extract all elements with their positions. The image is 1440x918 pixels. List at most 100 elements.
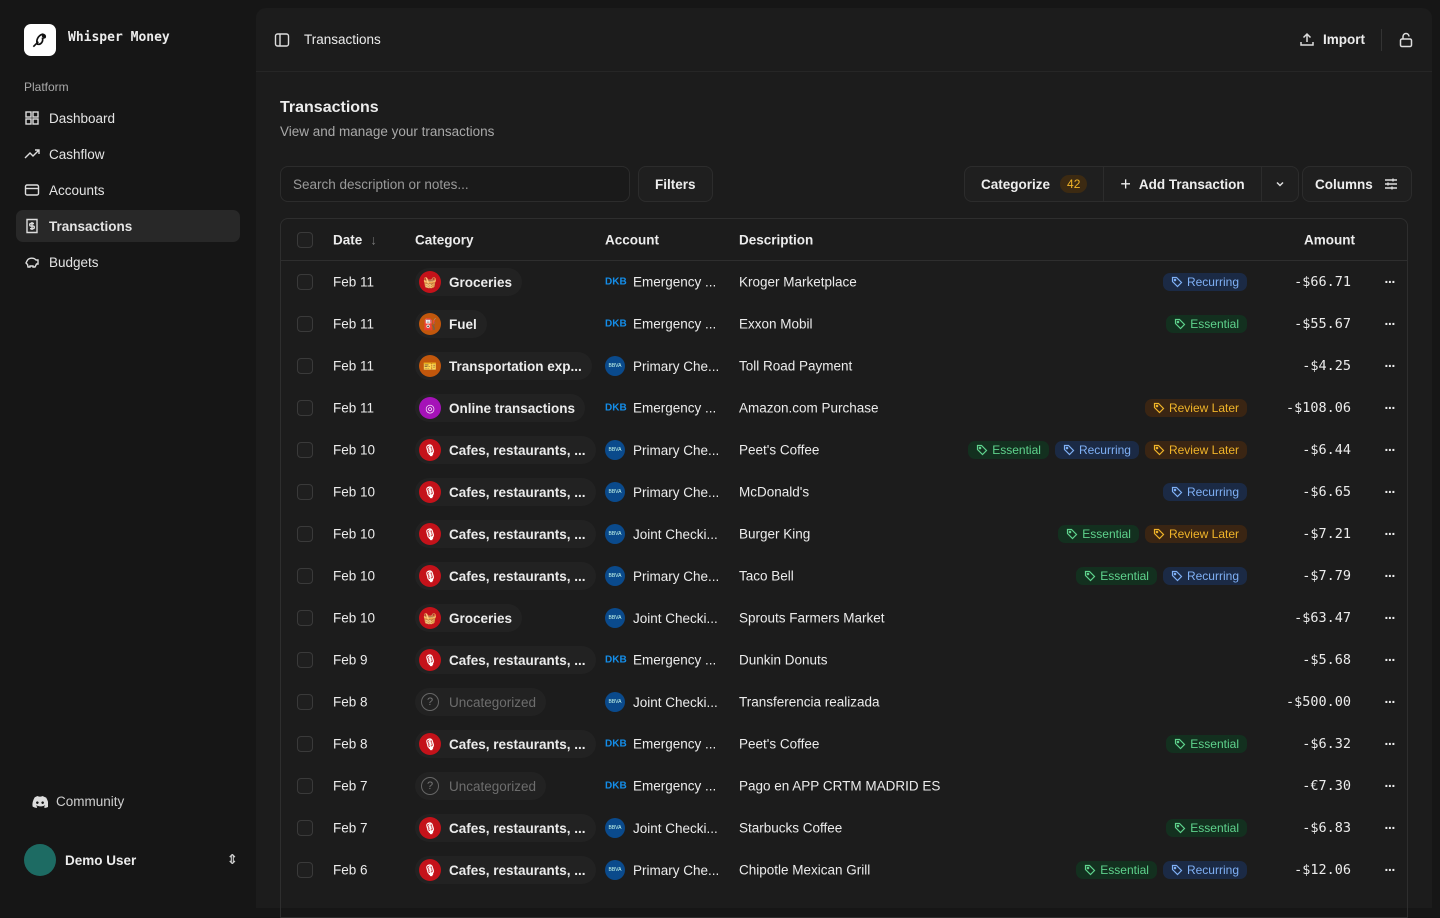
more-actions-icon[interactable]: ··· xyxy=(1384,274,1396,290)
more-actions-icon[interactable]: ··· xyxy=(1384,736,1396,752)
row-checkbox[interactable] xyxy=(297,358,313,374)
column-category[interactable]: Category xyxy=(415,232,474,247)
tag-badge[interactable]: Essential xyxy=(1058,525,1139,543)
more-actions-icon[interactable]: ··· xyxy=(1384,526,1396,542)
category-badge[interactable]: 🎙 Cafes, restaurants, ... xyxy=(415,730,596,758)
table-row[interactable]: Feb 10 🎙 Cafes, restaurants, ... BBVA Prim… xyxy=(281,429,1407,471)
more-actions-icon[interactable]: ··· xyxy=(1384,358,1396,374)
more-actions-icon[interactable]: ··· xyxy=(1384,652,1396,668)
category-badge[interactable]: 🧺 Groceries xyxy=(415,268,523,296)
tag-badge[interactable]: Essential xyxy=(1166,819,1247,837)
columns-button[interactable]: Columns xyxy=(1302,166,1412,202)
table-row[interactable]: Feb 7 ? Uncategorized DKB Emergency ... Pa… xyxy=(281,765,1407,807)
tag-badge[interactable]: Recurring xyxy=(1162,483,1247,501)
category-badge[interactable]: ? Uncategorized xyxy=(415,688,547,716)
tag-badge[interactable]: Essential xyxy=(1076,861,1157,879)
more-actions-icon[interactable]: ··· xyxy=(1384,820,1396,836)
select-all-checkbox[interactable] xyxy=(297,231,313,248)
row-checkbox[interactable] xyxy=(297,820,313,836)
amount-cell: -$6.44 xyxy=(1302,442,1351,458)
category-badge[interactable]: ? Uncategorized xyxy=(415,772,547,800)
category-badge[interactable]: 🧺 Groceries xyxy=(415,604,523,632)
category-badge[interactable]: ◎ Online transactions xyxy=(415,394,586,422)
more-actions-icon[interactable]: ··· xyxy=(1384,442,1396,458)
table-row[interactable]: Feb 7 🎙 Cafes, restaurants, ... BBVA Joint… xyxy=(281,807,1407,849)
category-badge[interactable]: 🎙 Cafes, restaurants, ... xyxy=(415,856,596,884)
row-checkbox[interactable] xyxy=(297,442,313,458)
more-actions-icon[interactable]: ··· xyxy=(1384,778,1396,794)
column-date[interactable]: Date ↓ xyxy=(333,232,377,247)
row-checkbox[interactable] xyxy=(297,694,313,710)
category-badge[interactable]: 🎙 Cafes, restaurants, ... xyxy=(415,646,596,674)
row-checkbox[interactable] xyxy=(297,652,313,668)
sidebar-item-transactions[interactable]: Transactions xyxy=(16,210,240,242)
row-checkbox[interactable] xyxy=(297,400,313,416)
table-row[interactable]: Feb 11 🧺 Groceries DKB Emergency ... Kroge… xyxy=(281,261,1407,303)
row-checkbox[interactable] xyxy=(297,526,313,542)
category-badge[interactable]: 🎙 Cafes, restaurants, ... xyxy=(415,562,596,590)
tag-badge[interactable]: Recurring xyxy=(1054,441,1139,459)
table-row[interactable]: Feb 10 🧺 Groceries BBVA Joint Checki... Sp… xyxy=(281,597,1407,639)
sidebar-toggle-icon[interactable] xyxy=(274,32,290,48)
sidebar-item-budgets[interactable]: Budgets xyxy=(16,246,240,278)
sidebar-item-dashboard[interactable]: Dashboard xyxy=(16,102,240,134)
table-row[interactable]: Feb 11 🎫 Transportation exp... BBVA Primar… xyxy=(281,345,1407,387)
tag-badge[interactable]: Recurring xyxy=(1162,861,1247,879)
more-actions-icon[interactable]: ··· xyxy=(1384,862,1396,878)
row-checkbox[interactable] xyxy=(297,778,313,794)
table-row[interactable]: Feb 10 🎙 Cafes, restaurants, ... BBVA Join… xyxy=(281,513,1407,555)
more-actions-icon[interactable]: ··· xyxy=(1384,400,1396,416)
table-row[interactable]: Feb 9 🎙 Cafes, restaurants, ... DKB Emerge… xyxy=(281,639,1407,681)
more-actions-icon[interactable]: ··· xyxy=(1384,610,1396,626)
more-actions-icon[interactable]: ··· xyxy=(1384,694,1396,710)
tag-badge[interactable]: Essential xyxy=(1076,567,1157,585)
table-row[interactable]: Feb 11 ◎ Online transactions DKB Emergency… xyxy=(281,387,1407,429)
table-row[interactable]: Feb 11 ⛽ Fuel DKB Emergency ... Exxon Mobi… xyxy=(281,303,1407,345)
search-input[interactable] xyxy=(280,166,630,202)
tag-badge[interactable]: Recurring xyxy=(1162,567,1247,585)
row-checkbox[interactable] xyxy=(297,736,313,752)
more-actions-icon[interactable]: ··· xyxy=(1384,316,1396,332)
add-transaction-button[interactable]: + Add Transaction xyxy=(1104,167,1262,201)
community-link[interactable]: Community xyxy=(32,794,124,809)
row-checkbox[interactable] xyxy=(297,610,313,626)
row-checkbox[interactable] xyxy=(297,274,313,290)
table-row[interactable]: Feb 8 🎙 Cafes, restaurants, ... DKB Emerge… xyxy=(281,723,1407,765)
tag-badge[interactable]: Recurring xyxy=(1162,273,1247,291)
more-actions-icon[interactable]: ··· xyxy=(1384,568,1396,584)
column-amount[interactable]: Amount xyxy=(1304,232,1355,247)
table-row[interactable]: Feb 10 🎙 Cafes, restaurants, ... BBVA Prim… xyxy=(281,555,1407,597)
user-menu[interactable]: Demo User ⇕ xyxy=(24,844,238,876)
table-row[interactable]: Feb 8 ? Uncategorized BBVA Joint Checki...… xyxy=(281,681,1407,723)
category-label: Cafes, restaurants, ... xyxy=(449,568,586,584)
tag-badge[interactable]: Review Later xyxy=(1144,399,1247,417)
tag-badge[interactable]: Review Later xyxy=(1144,525,1247,543)
tag-badge[interactable]: Essential xyxy=(1166,735,1247,753)
category-badge[interactable]: 🎫 Transportation exp... xyxy=(415,352,592,380)
row-checkbox[interactable] xyxy=(297,316,313,332)
category-badge[interactable]: 🎙 Cafes, restaurants, ... xyxy=(415,814,596,842)
add-options-dropdown[interactable] xyxy=(1262,167,1298,201)
column-account[interactable]: Account xyxy=(605,232,659,247)
category-badge[interactable]: 🎙 Cafes, restaurants, ... xyxy=(415,478,596,506)
tag-badge[interactable]: Essential xyxy=(968,441,1049,459)
table-row[interactable]: Feb 10 🎙 Cafes, restaurants, ... BBVA Prim… xyxy=(281,471,1407,513)
filters-button[interactable]: Filters xyxy=(638,166,713,202)
column-description[interactable]: Description xyxy=(739,232,814,247)
import-button[interactable]: Import xyxy=(1299,32,1365,48)
categorize-button[interactable]: Categorize 42 xyxy=(965,167,1105,201)
more-actions-icon[interactable]: ··· xyxy=(1384,484,1396,500)
row-checkbox[interactable] xyxy=(297,862,313,878)
sidebar-item-cashflow[interactable]: Cashflow xyxy=(16,138,240,170)
table-row[interactable]: Feb 6 🎙 Cafes, restaurants, ... BBVA Prima… xyxy=(281,849,1407,891)
app-logo[interactable] xyxy=(24,24,56,56)
sidebar-item-accounts[interactable]: Accounts xyxy=(16,174,240,206)
category-badge[interactable]: ⛽ Fuel xyxy=(415,310,487,338)
lock-open-icon[interactable] xyxy=(1398,32,1414,48)
category-badge[interactable]: 🎙 Cafes, restaurants, ... xyxy=(415,520,596,548)
tag-badge[interactable]: Essential xyxy=(1166,315,1247,333)
row-checkbox[interactable] xyxy=(297,484,313,500)
row-checkbox[interactable] xyxy=(297,568,313,584)
tag-badge[interactable]: Review Later xyxy=(1144,441,1247,459)
category-badge[interactable]: 🎙 Cafes, restaurants, ... xyxy=(415,436,596,464)
